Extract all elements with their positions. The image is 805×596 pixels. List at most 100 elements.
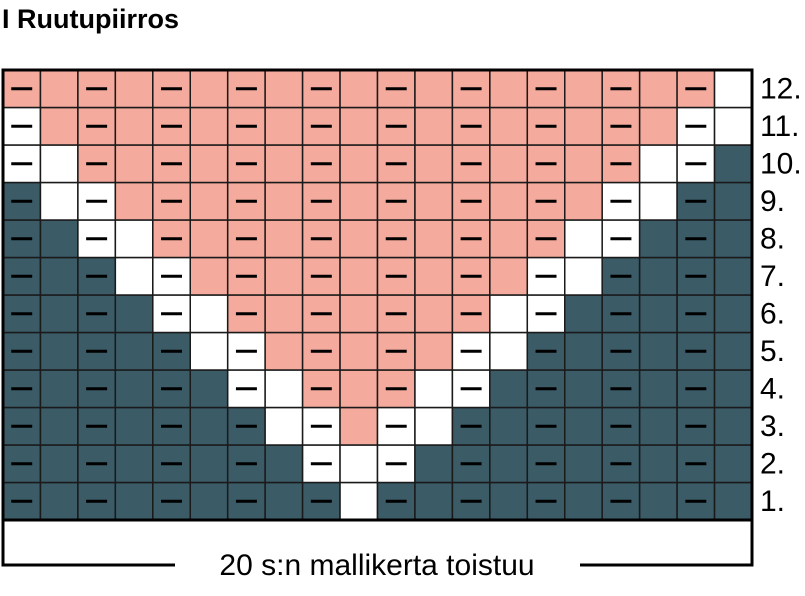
caption: 20 s:n mallikerta toistuu	[219, 549, 534, 582]
cell	[189, 331, 229, 371]
cell	[189, 406, 229, 446]
cell	[264, 181, 304, 221]
cell	[189, 444, 229, 484]
cell	[489, 106, 529, 146]
repeat-bracket	[1, 520, 754, 567]
cell	[414, 69, 454, 109]
cell	[39, 331, 79, 371]
cell	[114, 294, 154, 334]
cell	[264, 219, 304, 259]
cell	[414, 331, 454, 371]
cell	[489, 369, 529, 409]
cell	[264, 144, 304, 184]
cell	[152, 331, 192, 371]
cell	[713, 106, 753, 146]
cell	[489, 331, 529, 371]
cell	[564, 256, 603, 296]
cell	[264, 69, 304, 109]
cell	[564, 144, 603, 184]
cell	[489, 144, 529, 184]
cell	[339, 481, 379, 521]
cell	[489, 69, 529, 109]
cell	[564, 406, 603, 446]
cell	[489, 444, 529, 484]
cell	[713, 256, 753, 296]
cell	[713, 481, 753, 521]
title: I Ruutupiirros	[2, 4, 179, 34]
cell	[114, 331, 154, 371]
cell	[39, 181, 79, 221]
cell	[114, 444, 154, 484]
cell	[39, 481, 79, 521]
cell	[189, 369, 229, 409]
cell	[414, 106, 454, 146]
cell	[39, 144, 79, 184]
row-label: 12.	[760, 73, 802, 106]
cell	[339, 106, 379, 146]
cell	[39, 294, 79, 334]
row-label: 4.	[760, 373, 785, 406]
cell	[339, 219, 379, 259]
cell	[414, 444, 454, 484]
cell	[339, 144, 379, 184]
cell	[414, 369, 454, 409]
cell	[564, 294, 603, 334]
cell	[489, 406, 529, 446]
cell	[713, 181, 753, 221]
row-label: 2.	[760, 448, 785, 481]
cell	[638, 444, 678, 484]
row-label: 7.	[760, 260, 785, 293]
cell	[39, 369, 79, 409]
cell	[189, 106, 229, 146]
cell	[564, 369, 603, 409]
cell	[414, 294, 454, 334]
cell	[713, 331, 753, 371]
cell	[638, 144, 678, 184]
cell	[339, 69, 379, 109]
cell	[713, 444, 753, 484]
cell	[414, 481, 454, 521]
cell	[564, 219, 603, 259]
cell	[489, 219, 529, 259]
cell	[489, 256, 529, 296]
cell	[114, 481, 154, 521]
cell	[564, 331, 603, 371]
cell	[713, 219, 753, 259]
cell	[114, 219, 154, 259]
grid-border	[1, 68, 754, 522]
cell	[414, 406, 454, 446]
cell	[39, 106, 79, 146]
cell	[189, 256, 229, 296]
cell	[638, 294, 678, 334]
cell	[114, 369, 154, 409]
cell	[638, 481, 678, 521]
cell	[114, 69, 154, 109]
row-label: 5.	[760, 335, 785, 368]
row-label: 3.	[760, 410, 785, 443]
cell	[414, 219, 454, 259]
cell	[638, 181, 678, 221]
grid	[1, 68, 754, 522]
cell	[713, 294, 753, 334]
cell	[564, 106, 603, 146]
cell	[189, 294, 229, 334]
cell	[339, 406, 379, 446]
cell	[39, 219, 79, 259]
cell	[713, 406, 753, 446]
cell	[638, 369, 678, 409]
cell	[339, 294, 379, 334]
cell	[114, 181, 154, 221]
cell	[189, 181, 229, 221]
cell	[189, 69, 229, 109]
cell	[264, 294, 304, 334]
cell	[564, 69, 603, 109]
cell	[638, 256, 678, 296]
cell	[114, 144, 154, 184]
cell	[564, 181, 603, 221]
cell	[264, 406, 304, 446]
cell	[414, 256, 454, 296]
cell	[39, 256, 79, 296]
cell	[264, 481, 304, 521]
cell	[264, 331, 304, 371]
